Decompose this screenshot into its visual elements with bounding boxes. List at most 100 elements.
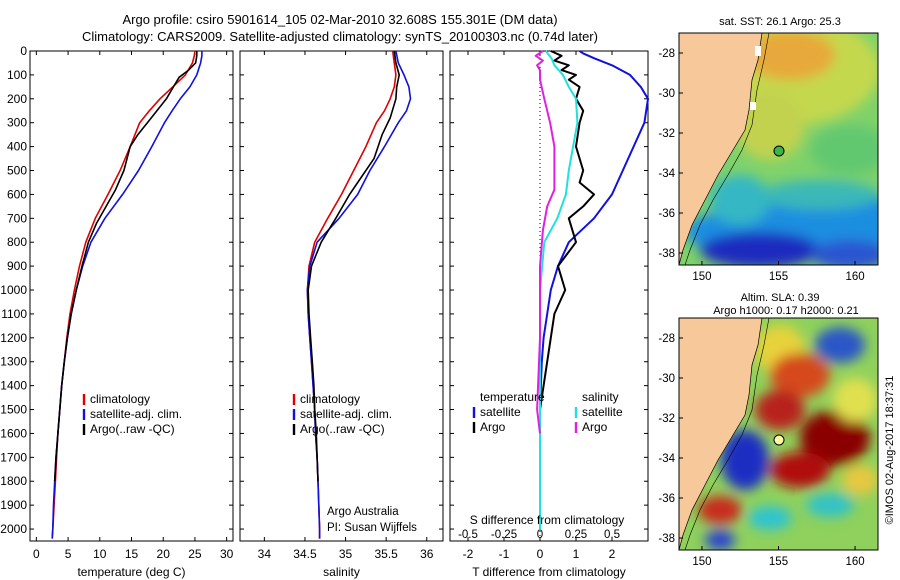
depth-tick-label: 1600 [0, 426, 27, 440]
depth-tick-label: 200 [7, 92, 27, 106]
sst-map-lat-label: -34 [658, 168, 675, 180]
depth-tick-label: 1500 [0, 403, 27, 417]
sla-map-lat-label: -36 [658, 493, 675, 505]
differences-xtick-label: -2 [463, 547, 474, 561]
depth-tick-label: 1900 [0, 498, 27, 512]
salinity-xlabel: salinity [323, 565, 360, 579]
temperature-frame [29, 50, 234, 542]
temperature-xtick-label: 5 [65, 547, 72, 561]
salinity-legend-0-label: climatology [300, 392, 360, 406]
sst-map-lon-label: 155 [769, 271, 788, 283]
sst-map-land [679, 33, 763, 265]
depth-tick-label: 100 [7, 68, 27, 82]
difference-profile-panel: -2 -1 0 1 2 -0.5 -0.25 0 0.25 0.5 S difference fro… [449, 50, 649, 579]
sst-map: 150 155 160 -28 -30 -32 -34 -36 -38 [658, 32, 879, 283]
temperature-series-climatology [51, 50, 196, 539]
temperature-xtick-label: 30 [220, 547, 234, 561]
salinity-profile-panel: 34 34.5 35 35.5 36 salinity climatologysatelli… [239, 50, 444, 579]
depth-tick-label: 0 [20, 44, 27, 58]
depth-tick-label: 1700 [0, 450, 27, 464]
depth-tick-label: 600 [7, 187, 27, 201]
depth-tick-label: 1300 [0, 355, 27, 369]
salinity-diff-tick-label: -0.25 [491, 529, 517, 541]
diff-legend-header-temperature: temperature [480, 390, 545, 404]
differences-xtick-label: -1 [499, 547, 510, 561]
salinity-xtick-label: 34 [258, 547, 272, 561]
figure-title-line2: Climatology: CARS2009. Satellite-adjuste… [82, 29, 598, 44]
depth-tick-label: 700 [7, 211, 27, 225]
temperature-diff-xlabel: T difference from climatology [472, 565, 626, 579]
salinity-legend-1-label: satellite-adj. clim. [300, 407, 392, 421]
depth-tick-label: 500 [7, 164, 27, 178]
salinity-diff-xlabel: S difference from climatology [470, 513, 625, 527]
salinity-legend-2-label: Argo(..raw -QC) [300, 422, 385, 436]
sst-map-title: sat. SST: 26.1 Argo: 25.3 [719, 16, 841, 28]
salinity-series-satellite-adj-clim- [306, 50, 412, 539]
depth-tick-label: 1200 [0, 331, 27, 345]
sst-map-lat-label: -28 [658, 48, 675, 60]
temperature-legend-2-label: Argo(..raw -QC) [90, 422, 175, 436]
sla-argo-location-marker [773, 434, 785, 446]
diff-series-temperature-satellite [539, 50, 649, 529]
temperature-legend-0-label: climatology [90, 392, 150, 406]
diff-series-salinity-argo [534, 50, 556, 434]
temperature-legend-1-label: satellite-adj. clim. [90, 407, 182, 421]
salinity-frame [239, 50, 444, 542]
salinity-diff-tick-label: 0 [537, 529, 543, 541]
diff-series-temperature-argo [539, 50, 595, 446]
sla-map-lon-label: 155 [769, 556, 788, 568]
differences-xtick-label: 0 [537, 547, 544, 561]
depth-tick-label: 1100 [1, 307, 27, 321]
differences-frame [449, 50, 649, 542]
salinity-diff-tick-label: 0.25 [565, 529, 587, 541]
sst-map-lat-label: -30 [658, 88, 675, 100]
sla-map-lat-label: -38 [658, 533, 675, 545]
institution-line1: Argo Australia [327, 506, 399, 518]
diff-legend-s-argo-label: Argo [582, 420, 608, 434]
depth-tick-label: 400 [7, 140, 27, 154]
depth-tick-label: 900 [7, 259, 27, 273]
salinity-diff-tick-label: -0.5 [458, 529, 478, 541]
diff-legend-t-argo-label: Argo [480, 420, 506, 434]
diff-series-salinity-satellite [539, 50, 579, 529]
sla-map-lat-label: -28 [658, 333, 675, 345]
temperature-profile-panel: 0 5 10 15 20 25 30 temperature (deg C) climatolo… [29, 50, 234, 579]
temperature-xlabel: temperature (deg C) [77, 565, 185, 579]
sst-map-bathymetry-contour [684, 33, 770, 265]
salinity-xtick-label: 35 [339, 547, 353, 561]
depth-axis: 0 100 200 300 400 500 600 700 800 900 1000 1100 1200… [0, 44, 27, 536]
depth-tick-label: 2000 [0, 522, 27, 536]
diff-legend-s-satellite-label: satellite [582, 405, 623, 419]
salinity-series-climatology [306, 50, 397, 539]
salinity-xtick-label: 35.5 [374, 547, 398, 561]
temperature-xtick-label: 25 [188, 547, 202, 561]
sla-map-title-line2: Argo h1000: 0.17 h2000: 0.21 [713, 305, 859, 317]
sst-map-lat-label: -32 [658, 128, 675, 140]
sst-map-lon-label: 160 [845, 271, 864, 283]
diff-legend-header-salinity: salinity [582, 390, 619, 404]
sla-map-lat-label: -32 [658, 413, 675, 425]
temperature-xtick-label: 20 [157, 547, 171, 561]
depth-tick-label: 1400 [0, 379, 27, 393]
temperature-series-argo-raw-qc- [53, 51, 198, 482]
salinity-diff-tick-label: 0.5 [604, 529, 620, 541]
sla-map-lat-label: -34 [658, 453, 675, 465]
differences-xtick-label: 2 [609, 547, 616, 561]
sst-argo-location-marker [773, 145, 785, 157]
sst-map-lat-label: -38 [658, 248, 675, 260]
depth-tick-label: 1000 [0, 283, 27, 297]
sla-map-lat-label: -30 [658, 373, 675, 385]
sst-map-lon-label: 150 [692, 271, 711, 283]
sla-map-bathymetry-contour [684, 318, 770, 550]
institution-line2: PI: Susan Wijffels [327, 522, 417, 534]
sla-map-lon-label: 150 [692, 556, 711, 568]
depth-tick-label: 800 [7, 235, 27, 249]
salinity-xtick-label: 36 [420, 547, 434, 561]
temperature-xtick-label: 10 [93, 547, 107, 561]
temperature-xtick-label: 0 [33, 547, 40, 561]
temperature-xtick-label: 15 [125, 547, 139, 561]
depth-tick-label: 300 [7, 116, 27, 130]
sla-map: 150 155 160 -28 -30 -32 -34 -36 -38 [658, 317, 879, 568]
depth-tick-label: 1800 [0, 474, 27, 488]
